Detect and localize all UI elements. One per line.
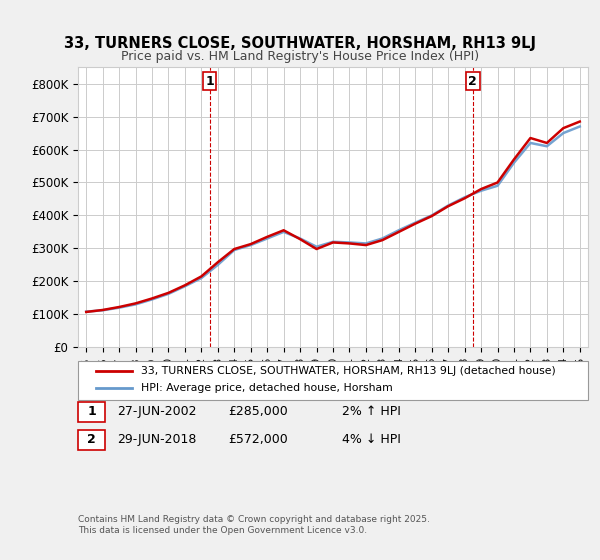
Text: 1: 1: [87, 405, 96, 418]
Text: 2: 2: [469, 74, 477, 88]
Text: 2: 2: [87, 433, 96, 446]
Text: 2% ↑ HPI: 2% ↑ HPI: [342, 405, 401, 418]
Text: Contains HM Land Registry data © Crown copyright and database right 2025.
This d: Contains HM Land Registry data © Crown c…: [78, 515, 430, 535]
Text: 33, TURNERS CLOSE, SOUTHWATER, HORSHAM, RH13 9LJ: 33, TURNERS CLOSE, SOUTHWATER, HORSHAM, …: [64, 36, 536, 52]
Text: HPI: Average price, detached house, Horsham: HPI: Average price, detached house, Hors…: [141, 383, 393, 393]
Text: 4% ↓ HPI: 4% ↓ HPI: [342, 433, 401, 446]
Text: 33, TURNERS CLOSE, SOUTHWATER, HORSHAM, RH13 9LJ (detached house): 33, TURNERS CLOSE, SOUTHWATER, HORSHAM, …: [141, 366, 556, 376]
Text: 27-JUN-2002: 27-JUN-2002: [117, 405, 197, 418]
Text: Price paid vs. HM Land Registry's House Price Index (HPI): Price paid vs. HM Land Registry's House …: [121, 50, 479, 63]
Text: £572,000: £572,000: [228, 433, 288, 446]
Text: £285,000: £285,000: [228, 405, 288, 418]
Text: 1: 1: [205, 74, 214, 88]
Text: 29-JUN-2018: 29-JUN-2018: [117, 433, 196, 446]
